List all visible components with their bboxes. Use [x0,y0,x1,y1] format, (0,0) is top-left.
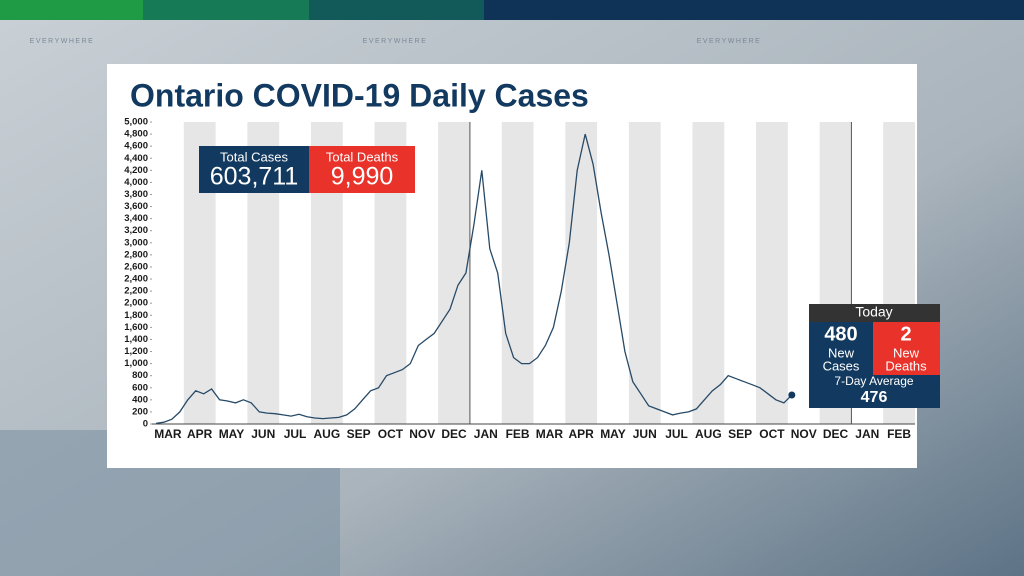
x-tick-label: SEP [347,427,371,441]
latest-point [788,391,796,399]
x-tick-label: JAN [474,427,498,441]
y-tick-label: 3,600 [124,201,148,212]
x-tick-label: MAR [154,427,182,441]
today-header [809,304,940,322]
y-tick-label: 2,600 [124,261,148,272]
label: New [893,345,920,360]
x-tick-label: FEB [506,427,530,441]
label: 7-Day Average [834,374,913,388]
x-tick-label: MAY [219,427,245,441]
x-tick-label: JAN [855,427,879,441]
x-tick-label: JUN [251,427,275,441]
deaths-box [309,146,415,193]
y-tick-label: 2,200 [124,286,148,297]
x-tick-label: JUL [284,427,307,441]
x-tick-label: MAY [600,427,626,441]
x-tick-label: JUN [633,427,657,441]
top-bar [143,0,309,20]
y-tick-label: 400 [132,394,148,405]
y-tick-label: 4,000 [124,177,148,188]
label: New [828,345,855,360]
y-tick-label: 200 [132,406,148,417]
month-band [692,122,725,424]
x-tick-label: APR [569,427,595,441]
cases-box [809,322,873,375]
month-band [501,122,534,424]
chart-title: Ontario COVID-19 Daily Cases [130,77,589,113]
y-tick-label: 2,000 [124,298,148,309]
y-tick-label: 1,800 [124,310,148,321]
y-tick-label: 1,000 [124,358,148,369]
x-tick-label: OCT [759,427,785,441]
x-tick-label: AUG [314,427,341,441]
x-tick-label: MAR [536,427,564,441]
y-tick-label: 2,800 [124,249,148,260]
month-band [438,122,470,424]
y-tick-label: 3,000 [124,237,148,248]
month-band [628,122,661,424]
x-tick-label: JUL [665,427,688,441]
label: Total Cases [220,149,288,164]
value: 476 [861,389,888,406]
value: 480 [824,323,857,345]
totals-box: Total Cases 603,711 Total Deaths 9,990 [199,146,415,193]
label: Today [855,304,892,320]
value: 9,990 [331,163,394,191]
y-tick-label: 0 [143,419,148,430]
x-tick-label: FEB [887,427,911,441]
x-tick-label: SEP [728,427,752,441]
top-bar [484,0,1024,20]
x-tick-label: DEC [823,427,849,441]
y-tick-label: 3,200 [124,225,148,236]
value: 2 [900,323,911,345]
today-box: Today 480 New Cases 2 New Deaths 7-Day A… [809,304,940,408]
value: 603,711 [210,163,299,191]
y-tick-label: 4,600 [124,141,148,152]
watermark: EVERYWHERE [30,38,95,45]
y-tick-label: 4,400 [124,153,148,164]
y-tick-label: 600 [132,382,148,393]
top-bar [0,0,143,20]
x-tick-label: APR [187,427,213,441]
line [155,133,793,425]
y-tick-label: 2,400 [124,274,148,285]
y-tick-label: 1,400 [124,334,148,345]
x-tick-label: NOV [791,427,817,441]
x-tick-label: AUG [695,427,722,441]
x-tick-label: OCT [378,427,404,441]
watermark: EVERYWHERE [697,38,762,45]
y-tick-label: 1,200 [124,346,148,357]
label: Total Deaths [326,149,399,164]
x-tick-label: NOV [409,427,435,441]
y-tick-label: 5,000 [124,117,148,128]
cases-box [199,146,309,193]
y-tick-label: 4,200 [124,165,148,176]
y-tick-label: 3,400 [124,213,148,224]
y-tick-label: 3,800 [124,189,148,200]
x-tick-label: DEC [441,427,467,441]
average-box [809,375,940,408]
month-band [756,122,788,424]
label: Deaths [885,358,927,373]
y-tick-label: 1,600 [124,322,148,333]
watermark: EVERYWHERE [363,38,428,45]
y-tick-label: 4,800 [124,129,148,140]
label: Cases [823,358,860,373]
top-bar [309,0,484,20]
y-tick-label: 800 [132,370,148,381]
month-band [565,122,598,424]
deaths-box [873,322,940,375]
